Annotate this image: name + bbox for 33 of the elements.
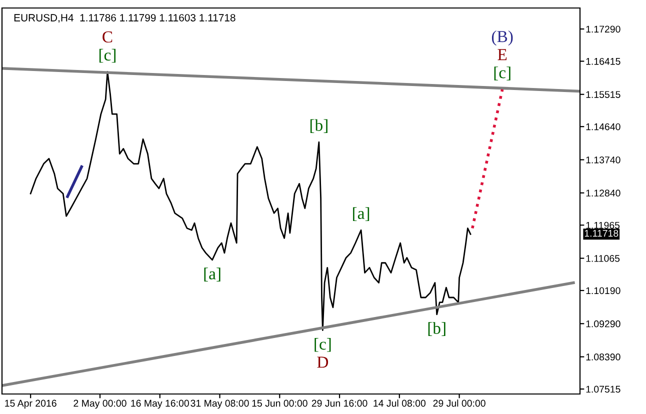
y-tick-label: 1.11965 [586, 222, 620, 229]
x-tick-label: 31 May 08:00 [190, 400, 249, 409]
x-tick-label: 14 Jul 08:00 [374, 400, 426, 407]
x-tick-label: 15 Jun 00:00 [252, 400, 308, 407]
y-tick-label: 1.17290 [586, 26, 620, 33]
x-tick-label: 16 May 16:00 [131, 400, 189, 409]
chart-title: EURUSD,H4 1.11786 1.11799 1.11603 1.11718 [14, 14, 236, 23]
annotation: [a] [353, 207, 370, 222]
y-tick-label: 1.11065 [586, 255, 620, 262]
x-tick-label: 29 Jun 16:00 [312, 400, 368, 407]
text: 1.11718 [584, 230, 618, 237]
annotation: D [317, 356, 328, 368]
y-tick-label: 1.07515 [586, 386, 620, 393]
y-tick-label: 1.08390 [586, 354, 620, 360]
x-tick-label: 29 Jul 00:00 [433, 400, 486, 407]
annotation: [c] [494, 66, 510, 80]
y-tick-label: 1.16415 [586, 58, 620, 65]
annotation: (B) [492, 30, 513, 46]
y-tick-label: 1.12840 [586, 190, 620, 197]
annotation: [c] [314, 338, 331, 352]
annotation: [b] [428, 322, 446, 336]
x-tick-label: 2 May 00:00 [74, 400, 126, 409]
y-tick-label: 1.15515 [586, 91, 620, 98]
y-tick-label: 1.10190 [586, 287, 620, 294]
y-tick-label: 1.13740 [586, 156, 620, 164]
annotation: C [102, 31, 112, 43]
annotation: [c] [99, 48, 116, 63]
y-tick-label: 1.09290 [586, 320, 620, 328]
annotation: [a] [204, 268, 220, 282]
annotation: [b] [310, 119, 328, 134]
x-tick-label: 15 Apr 2016 [5, 400, 56, 409]
y-tick-label: 1.14640 [586, 123, 620, 130]
annotation: E [498, 49, 507, 60]
